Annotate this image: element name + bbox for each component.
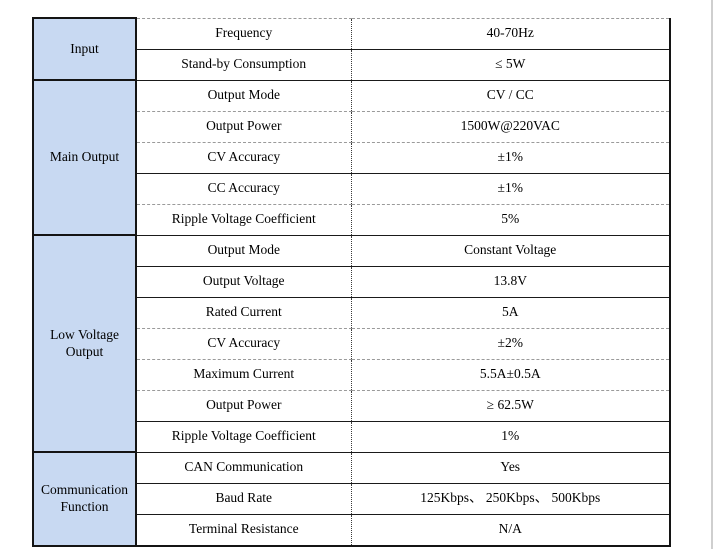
param-cell: Terminal Resistance bbox=[135, 513, 352, 547]
param-cell: Output Voltage bbox=[135, 265, 352, 297]
value-cell: CV / CC bbox=[351, 79, 671, 111]
table-row: Baud Rate 125Kbps、 250Kbps、 500Kbps bbox=[33, 482, 671, 514]
value-cell: 13.8V bbox=[351, 265, 671, 297]
value-cell: 5.5A±0.5A bbox=[351, 358, 671, 390]
table-row: Input Frequency 40-70Hz bbox=[32, 17, 671, 81]
param-cell: CV Accuracy bbox=[135, 327, 352, 359]
spec-table-body: Input Frequency 40-70Hz Stand-by Consumptio… bbox=[32, 17, 671, 547]
param-cell: Baud Rate bbox=[135, 482, 352, 514]
param-cell: Frequency bbox=[135, 17, 352, 49]
value-cell: 5A bbox=[351, 296, 671, 328]
param-cell: Stand-by Consumption bbox=[135, 48, 352, 80]
value-cell: 125Kbps、 250Kbps、 500Kbps bbox=[351, 482, 671, 514]
param-cell: CV Accuracy bbox=[135, 141, 352, 173]
table-row: Ripple Voltage Coefficient 5% bbox=[33, 203, 671, 235]
table-row: CV Accuracy ±1% bbox=[33, 141, 671, 173]
param-cell: Rated Current bbox=[135, 296, 352, 328]
table-row: Rated Current 5A bbox=[33, 296, 671, 328]
table-row: Main Output Output Mode CV / CC bbox=[32, 79, 671, 236]
value-cell: ±1% bbox=[351, 141, 671, 173]
value-cell: ±1% bbox=[351, 172, 671, 204]
param-cell: Output Mode bbox=[135, 234, 352, 266]
value-cell: Constant Voltage bbox=[351, 234, 671, 266]
param-cell: CC Accuracy bbox=[135, 172, 352, 204]
table-row: Output Power 1500W@220VAC bbox=[33, 110, 671, 142]
value-cell: ±2% bbox=[351, 327, 671, 359]
value-cell: 1% bbox=[351, 420, 671, 452]
page-edge-divider bbox=[711, 0, 713, 549]
table-row: Output Power ≥ 62.5W bbox=[33, 389, 671, 421]
category-cell-input: Input bbox=[32, 17, 137, 81]
value-cell: 40-70Hz bbox=[351, 17, 671, 49]
category-cell-communication-function: Communication Function bbox=[32, 451, 137, 547]
value-cell: 1500W@220VAC bbox=[351, 110, 671, 142]
table-row: Ripple Voltage Coefficient 1% bbox=[33, 420, 671, 452]
param-cell: Output Power bbox=[135, 389, 352, 421]
table-row: CC Accuracy ±1% bbox=[33, 172, 671, 204]
value-cell: ≥ 62.5W bbox=[351, 389, 671, 421]
table-row: Output Voltage 13.8V bbox=[33, 265, 671, 297]
param-cell: Output Mode bbox=[135, 79, 352, 111]
table-row: Stand-by Consumption ≤ 5W bbox=[33, 48, 671, 80]
param-cell: Output Power bbox=[135, 110, 352, 142]
spec-table: Input Frequency 40-70Hz Stand-by Consumptio… bbox=[32, 17, 671, 547]
table-row: Low Voltage Output Output Mode Constant Vo… bbox=[32, 234, 671, 453]
table-row: CV Accuracy ±2% bbox=[33, 327, 671, 359]
table-row: Communication Function CAN Communication Y… bbox=[32, 451, 671, 547]
table-row: Terminal Resistance N/A bbox=[33, 513, 671, 547]
param-cell: Maximum Current bbox=[135, 358, 352, 390]
param-cell: Ripple Voltage Coefficient bbox=[135, 203, 352, 235]
table-row: Maximum Current 5.5A±0.5A bbox=[33, 358, 671, 390]
value-cell: N/A bbox=[351, 513, 671, 547]
category-cell-main-output: Main Output bbox=[32, 79, 137, 236]
param-cell: Ripple Voltage Coefficient bbox=[135, 420, 352, 452]
category-cell-low-voltage-output: Low Voltage Output bbox=[32, 234, 137, 453]
param-cell: CAN Communication bbox=[135, 451, 352, 483]
value-cell: ≤ 5W bbox=[351, 48, 671, 80]
value-cell: 5% bbox=[351, 203, 671, 235]
value-cell: Yes bbox=[351, 451, 671, 483]
